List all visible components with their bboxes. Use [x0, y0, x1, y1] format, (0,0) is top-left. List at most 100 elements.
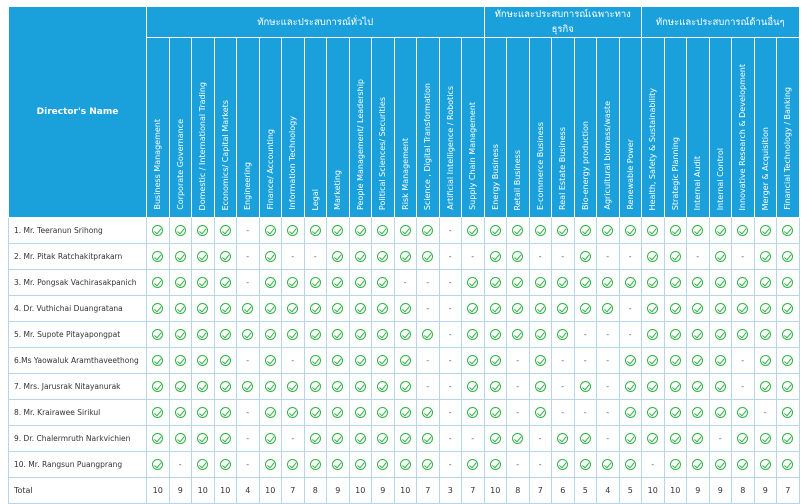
check-circle-icon [219, 381, 231, 392]
skill-cell-yes [303, 295, 327, 322]
check-circle-icon [647, 381, 659, 392]
check-circle-icon [197, 303, 209, 314]
check-circle-icon [467, 303, 479, 314]
director-row: 9. Dr. Chalermruth Narkvichien - - - - - - - [8, 425, 800, 452]
check-circle-icon [714, 303, 726, 314]
check-circle-icon [264, 303, 276, 314]
skill-cell-yes [191, 425, 215, 452]
skill-cell-yes [663, 425, 687, 452]
director-name: 9. Dr. Chalermruth Narkvichien [8, 425, 147, 452]
dash-mark: - [651, 460, 655, 469]
skill-cell-yes [776, 217, 800, 244]
skill-cell-yes [326, 295, 350, 322]
skill-cell-yes [528, 269, 552, 296]
skill-cell-no: - [528, 425, 552, 452]
check-circle-icon [579, 251, 591, 262]
skill-cell-yes [663, 269, 687, 296]
skill-cell-no: - [573, 347, 597, 374]
skill-header: People Management/ Leadership [348, 37, 372, 218]
skill-cell-no: - [753, 399, 777, 426]
skill-cell-no: - [506, 451, 530, 478]
check-circle-icon [557, 277, 569, 288]
dash-mark: - [606, 434, 610, 443]
skill-header-label: E-commerce Business [535, 122, 545, 210]
skill-header: Legal [303, 37, 327, 218]
check-circle-icon [174, 303, 186, 314]
skill-cell-yes [618, 451, 642, 478]
check-circle-icon [264, 407, 276, 418]
dash-mark: - [471, 252, 475, 261]
check-circle-icon [557, 329, 569, 340]
skill-cell-no: - [731, 373, 755, 400]
check-circle-icon [467, 329, 479, 340]
check-circle-icon [624, 355, 636, 366]
check-circle-icon [759, 433, 771, 444]
skill-cell-no: - [596, 373, 620, 400]
skill-cell-no: - [461, 425, 485, 452]
skill-cell-no: - [596, 321, 620, 348]
check-circle-icon [669, 277, 681, 288]
skill-cell-yes [708, 295, 732, 322]
skill-group-header: ทักษะและประสบการณ์เฉพาะทางธุรกิจ [483, 6, 642, 38]
skill-cell-yes [483, 295, 507, 322]
skill-cell-yes [686, 321, 710, 348]
skill-cell-yes [191, 399, 215, 426]
skill-cell-no: - [416, 269, 440, 296]
skill-cell-yes [393, 399, 417, 426]
check-circle-icon [287, 225, 299, 236]
skill-cell-yes [303, 451, 327, 478]
skill-cell-no: - [438, 269, 462, 296]
skill-header: Financial Technology / Banking [776, 37, 800, 218]
dash-mark: - [763, 408, 767, 417]
director-name-header: Director's Name [8, 6, 147, 218]
skill-header-label: People Management/ Leadership [355, 78, 365, 210]
skill-cell-yes [258, 243, 282, 270]
skill-header-label: Finance/ Accounting [265, 129, 275, 210]
total-label: Total [8, 477, 147, 504]
skill-cell-no: - [506, 373, 530, 400]
skill-cell-yes [461, 321, 485, 348]
skill-cell-yes [731, 321, 755, 348]
director-name: 8. Mr. Krairawee Sirikul [8, 399, 147, 426]
check-circle-icon [287, 329, 299, 340]
check-circle-icon [579, 277, 591, 288]
director-row: 5. Mr. Supote Pitayapongpat - - - - [8, 321, 800, 348]
dash-mark: - [583, 356, 587, 365]
skill-cell-yes [641, 321, 665, 348]
check-circle-icon [489, 251, 501, 262]
skill-cell-yes [573, 217, 597, 244]
skill-cell-yes [483, 321, 507, 348]
check-circle-icon [714, 225, 726, 236]
skill-cell-yes [146, 295, 170, 322]
skill-cell-no: - [461, 243, 485, 270]
skill-cell-yes [573, 451, 597, 478]
check-circle-icon [287, 407, 299, 418]
check-circle-icon [174, 329, 186, 340]
skill-header-label: Political Sciences/ Securities [378, 96, 388, 210]
director-name: 10. Mr. Rangsun Puangprang [8, 451, 147, 478]
skill-cell-yes [753, 451, 777, 478]
skill-cell-no: - [731, 243, 755, 270]
skill-header-label: Risk Management [400, 138, 410, 210]
check-circle-icon [534, 303, 546, 314]
check-circle-icon [579, 433, 591, 444]
skill-cell-yes [168, 373, 192, 400]
check-circle-icon [602, 277, 614, 288]
skill-cell-yes [303, 373, 327, 400]
skill-cell-yes [393, 373, 417, 400]
skill-cell-yes [416, 321, 440, 348]
dash-mark: - [291, 356, 295, 365]
skill-header-label: Internal Control [715, 147, 725, 210]
check-circle-icon [692, 433, 704, 444]
skill-cell-no: - [528, 451, 552, 478]
skill-cell-yes [393, 243, 417, 270]
check-circle-icon [197, 251, 209, 262]
skill-cell-yes [416, 243, 440, 270]
skill-cell-yes [731, 269, 755, 296]
director-skills-matrix: Director's Name ทักษะและประสบการณ์ทั่วไป… [8, 6, 800, 504]
total-value: 8 [303, 477, 327, 504]
skill-header: Engineering [236, 37, 260, 218]
dash-mark: - [448, 226, 452, 235]
skill-cell-yes [663, 373, 687, 400]
dash-mark: - [291, 434, 295, 443]
